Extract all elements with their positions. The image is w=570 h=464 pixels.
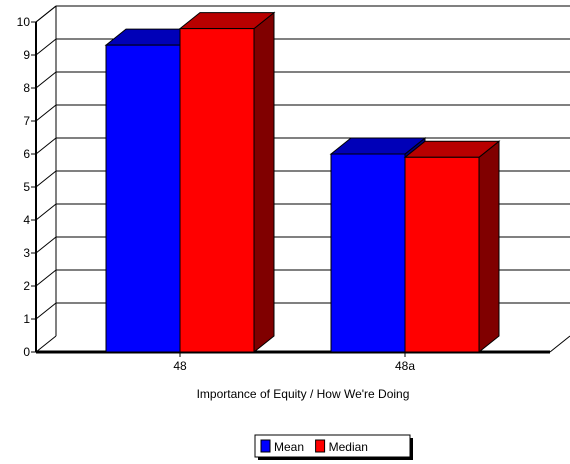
legend-box [254, 434, 411, 458]
x-tick-label: 48a [395, 359, 415, 373]
side-wall-top [35, 5, 57, 23]
x-axis-title: Importance of Equity / How We're Doing [197, 387, 410, 401]
y-tick-label: 3 [23, 246, 30, 260]
y-tick-label: 4 [23, 213, 30, 227]
legend-label-mean: Mean [274, 440, 304, 454]
y-tick-label: 6 [23, 147, 30, 161]
y-tick-label: 9 [23, 48, 30, 62]
side-wall-gridline [35, 335, 57, 353]
side-wall-gridline [35, 269, 57, 287]
x-tick-label: 48 [173, 359, 187, 373]
legend: Mean Median [254, 434, 413, 460]
bar-median-48a [403, 140, 501, 354]
side-wall-gridline [35, 203, 57, 221]
side-wall-gridline [35, 104, 57, 122]
y-tick-label: 0 [23, 345, 30, 359]
side-wall-gridline [35, 137, 57, 155]
y-tick-labels: 0 1 2 3 4 5 6 7 8 9 10 [17, 15, 31, 359]
legend-swatch-median [315, 439, 326, 453]
y-tick-label: 10 [17, 15, 31, 29]
side-wall-gridline [35, 71, 57, 89]
side-wall-gridline [35, 170, 57, 188]
y-tick-label: 8 [23, 81, 30, 95]
bar-median-48 [178, 11, 276, 354]
bars [104, 11, 501, 354]
floor-edge [549, 335, 570, 353]
y-tick-label: 5 [23, 180, 30, 194]
side-wall-gridline [35, 236, 57, 254]
side-wall-gridline [35, 38, 57, 56]
legend-label-median: Median [329, 440, 368, 454]
y-tick-label: 2 [23, 279, 30, 293]
legend-swatch-mean [260, 439, 271, 453]
side-wall-gridline [35, 302, 57, 320]
y-tick-label: 7 [23, 114, 30, 128]
y-tick-label: 1 [23, 312, 30, 326]
x-tick-labels: 48 48a [173, 359, 415, 373]
